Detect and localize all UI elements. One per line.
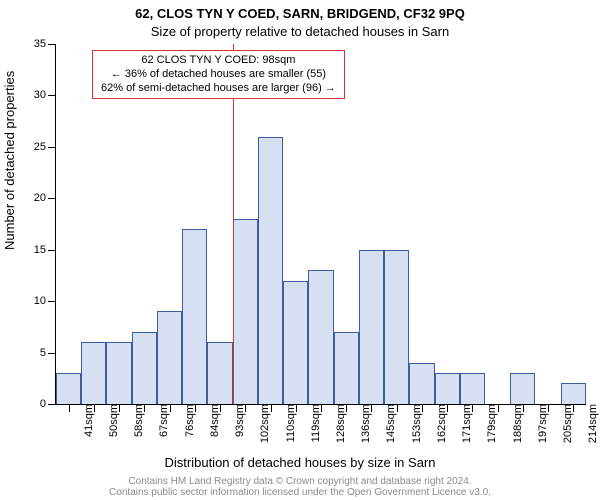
x-tick-label: 84sqm xyxy=(199,404,221,437)
bar xyxy=(258,137,283,404)
annotation-line2: ← 36% of detached houses are smaller (55… xyxy=(101,68,336,82)
bar xyxy=(106,342,131,404)
bar xyxy=(157,311,182,404)
x-tick-label: 188sqm xyxy=(502,404,524,443)
x-tick-label: 110sqm xyxy=(275,404,297,442)
bar xyxy=(384,250,409,404)
bar xyxy=(409,363,434,404)
chart-title: 62, CLOS TYN Y COED, SARN, BRIDGEND, CF3… xyxy=(0,6,600,21)
footnote: Contains HM Land Registry data © Crown c… xyxy=(0,476,600,498)
x-tick-label: 67sqm xyxy=(148,404,170,437)
annotation-line1: 62 CLOS TYN Y COED: 98sqm xyxy=(101,54,336,68)
x-tick-label: 214sqm xyxy=(577,404,599,443)
bar xyxy=(207,342,232,404)
bar xyxy=(182,229,207,404)
bar xyxy=(334,332,359,404)
bar xyxy=(510,373,535,404)
annotation-line3: 62% of semi-detached houses are larger (… xyxy=(101,82,336,96)
x-tick-label: 50sqm xyxy=(98,404,120,437)
y-tick-label: 30 xyxy=(34,89,56,101)
bar xyxy=(561,383,586,404)
y-tick-label: 0 xyxy=(40,398,56,410)
bar xyxy=(435,373,460,404)
y-tick-label: 35 xyxy=(34,38,56,50)
y-tick-label: 10 xyxy=(34,295,56,307)
footnote-line1: Contains HM Land Registry data © Crown c… xyxy=(0,476,600,487)
x-tick-label: 162sqm xyxy=(426,404,448,443)
y-tick-label: 15 xyxy=(34,244,56,256)
plot-area: 05101520253035 41sqm50sqm58sqm67sqm76sqm… xyxy=(55,44,586,405)
x-tick-label: 153sqm xyxy=(401,404,423,443)
bar xyxy=(81,342,106,404)
bar xyxy=(359,250,384,404)
x-tick-label: 41sqm xyxy=(73,404,95,437)
x-tick-label: 128sqm xyxy=(325,404,347,443)
bar xyxy=(56,373,81,404)
y-tick-label: 25 xyxy=(34,141,56,153)
y-axis-label: Number of detached properties xyxy=(2,71,17,250)
x-tick-label: 171sqm xyxy=(451,404,473,443)
y-tick-label: 20 xyxy=(34,192,56,204)
x-tick-label: 102sqm xyxy=(249,404,271,443)
x-tick-label: 93sqm xyxy=(224,404,246,437)
bar xyxy=(283,281,308,404)
x-tick-label: 119sqm xyxy=(300,404,322,442)
footnote-line2: Contains public sector information licen… xyxy=(0,487,600,498)
x-tick-label: 145sqm xyxy=(375,404,397,443)
annotation-box: 62 CLOS TYN Y COED: 98sqm ← 36% of detac… xyxy=(92,50,345,99)
histogram-chart: 62, CLOS TYN Y COED, SARN, BRIDGEND, CF3… xyxy=(0,0,600,500)
x-tick-label: 197sqm xyxy=(527,404,549,443)
x-tick-label: 58sqm xyxy=(123,404,145,437)
x-tick-label: 76sqm xyxy=(174,404,196,437)
y-tick-label: 5 xyxy=(40,347,56,359)
bar xyxy=(132,332,157,404)
x-axis-label: Distribution of detached houses by size … xyxy=(0,455,600,470)
chart-subtitle: Size of property relative to detached ho… xyxy=(0,24,600,39)
x-tick-label: 179sqm xyxy=(476,404,498,443)
x-tick-label: 136sqm xyxy=(350,404,372,443)
bar xyxy=(308,270,333,404)
bar xyxy=(233,219,258,404)
bar xyxy=(460,373,485,404)
x-tick-label: 205sqm xyxy=(552,404,574,443)
